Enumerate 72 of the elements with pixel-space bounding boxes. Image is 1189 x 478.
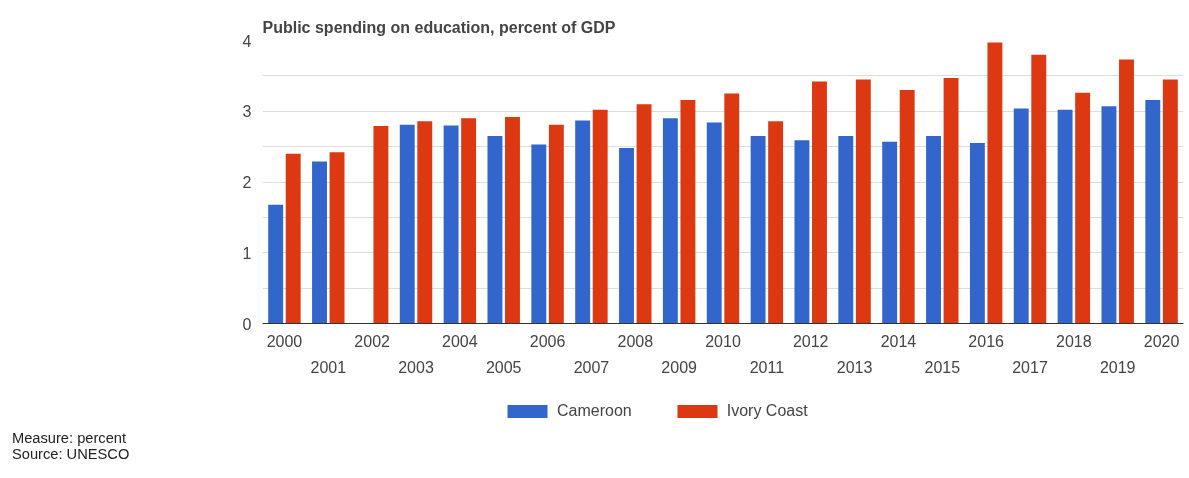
bar bbox=[443, 125, 459, 324]
bar bbox=[882, 141, 898, 324]
y-tick-label: 4 bbox=[242, 32, 252, 50]
x-tick-label: 2003 bbox=[398, 358, 434, 376]
bar bbox=[619, 148, 634, 324]
x-tick-label: 2006 bbox=[529, 332, 566, 350]
bar bbox=[662, 118, 678, 324]
bar bbox=[1057, 109, 1073, 324]
bar bbox=[1119, 59, 1134, 324]
x-tick-label: 2019 bbox=[1099, 358, 1136, 376]
bar bbox=[1162, 79, 1178, 324]
x-tick-label: 2002 bbox=[354, 332, 391, 350]
text: Measure: percent bbox=[12, 430, 127, 446]
bar bbox=[531, 144, 547, 324]
x-tick-label: 2007 bbox=[573, 358, 610, 376]
bar bbox=[373, 126, 389, 324]
bar bbox=[926, 136, 941, 324]
bar bbox=[461, 118, 477, 324]
x-tick-label: 2008 bbox=[617, 332, 654, 350]
x-tick-label: 2014 bbox=[880, 332, 917, 350]
x-tick-label: 2001 bbox=[310, 358, 347, 376]
x-tick-label: 2017 bbox=[1012, 358, 1048, 376]
bar bbox=[505, 116, 520, 324]
bar bbox=[899, 90, 915, 324]
bar bbox=[487, 136, 503, 324]
bar bbox=[636, 104, 652, 324]
bar bbox=[1101, 106, 1117, 324]
bar bbox=[969, 143, 985, 324]
bar bbox=[987, 42, 1003, 324]
x-tick-label: 2010 bbox=[705, 332, 741, 350]
bar bbox=[399, 124, 415, 324]
x-tick-label: 2000 bbox=[266, 332, 303, 350]
bar bbox=[750, 136, 766, 324]
x-tick-label: 2013 bbox=[836, 358, 873, 376]
bar bbox=[1031, 54, 1047, 324]
x-tick-label: 2009 bbox=[661, 358, 698, 376]
legend-label: Ivory Coast bbox=[726, 402, 808, 420]
bar bbox=[838, 136, 854, 324]
x-tick-label: 2012 bbox=[792, 332, 829, 350]
x-tick-label: 2015 bbox=[924, 358, 961, 376]
bar bbox=[312, 161, 327, 324]
bar bbox=[794, 140, 810, 324]
y-tick-label: 1 bbox=[242, 244, 252, 262]
x-tick-label: 2020 bbox=[1143, 332, 1180, 350]
legend-label: Cameroon bbox=[557, 402, 632, 420]
bar bbox=[812, 81, 827, 324]
x-tick-label: 2004 bbox=[442, 332, 478, 350]
x-tick-label: 2005 bbox=[485, 358, 522, 376]
y-tick-label: 0 bbox=[242, 315, 252, 333]
bar bbox=[1013, 108, 1029, 324]
x-tick-label: 2016 bbox=[968, 332, 1005, 350]
bar bbox=[724, 93, 740, 324]
source-note: Source: UNESCO bbox=[12, 446, 130, 463]
bar bbox=[768, 121, 784, 324]
bar bbox=[329, 152, 345, 324]
y-tick-label: 2 bbox=[242, 174, 252, 191]
bar bbox=[680, 99, 696, 324]
bar bbox=[943, 78, 959, 324]
bar bbox=[575, 120, 591, 324]
x-tick-label: 2011 bbox=[749, 358, 785, 376]
bar bbox=[1145, 99, 1161, 324]
bar bbox=[548, 124, 564, 324]
bar bbox=[592, 109, 608, 324]
bar bbox=[417, 121, 433, 324]
bar bbox=[706, 122, 722, 324]
x-tick-label: 2018 bbox=[1056, 332, 1092, 350]
bar bbox=[285, 153, 301, 324]
bar bbox=[268, 204, 284, 324]
bar bbox=[1075, 92, 1091, 324]
chart-title: Public spending on education, percent of GDP bbox=[262, 18, 616, 36]
y-tick-label: 3 bbox=[242, 103, 252, 121]
bar bbox=[855, 79, 871, 324]
